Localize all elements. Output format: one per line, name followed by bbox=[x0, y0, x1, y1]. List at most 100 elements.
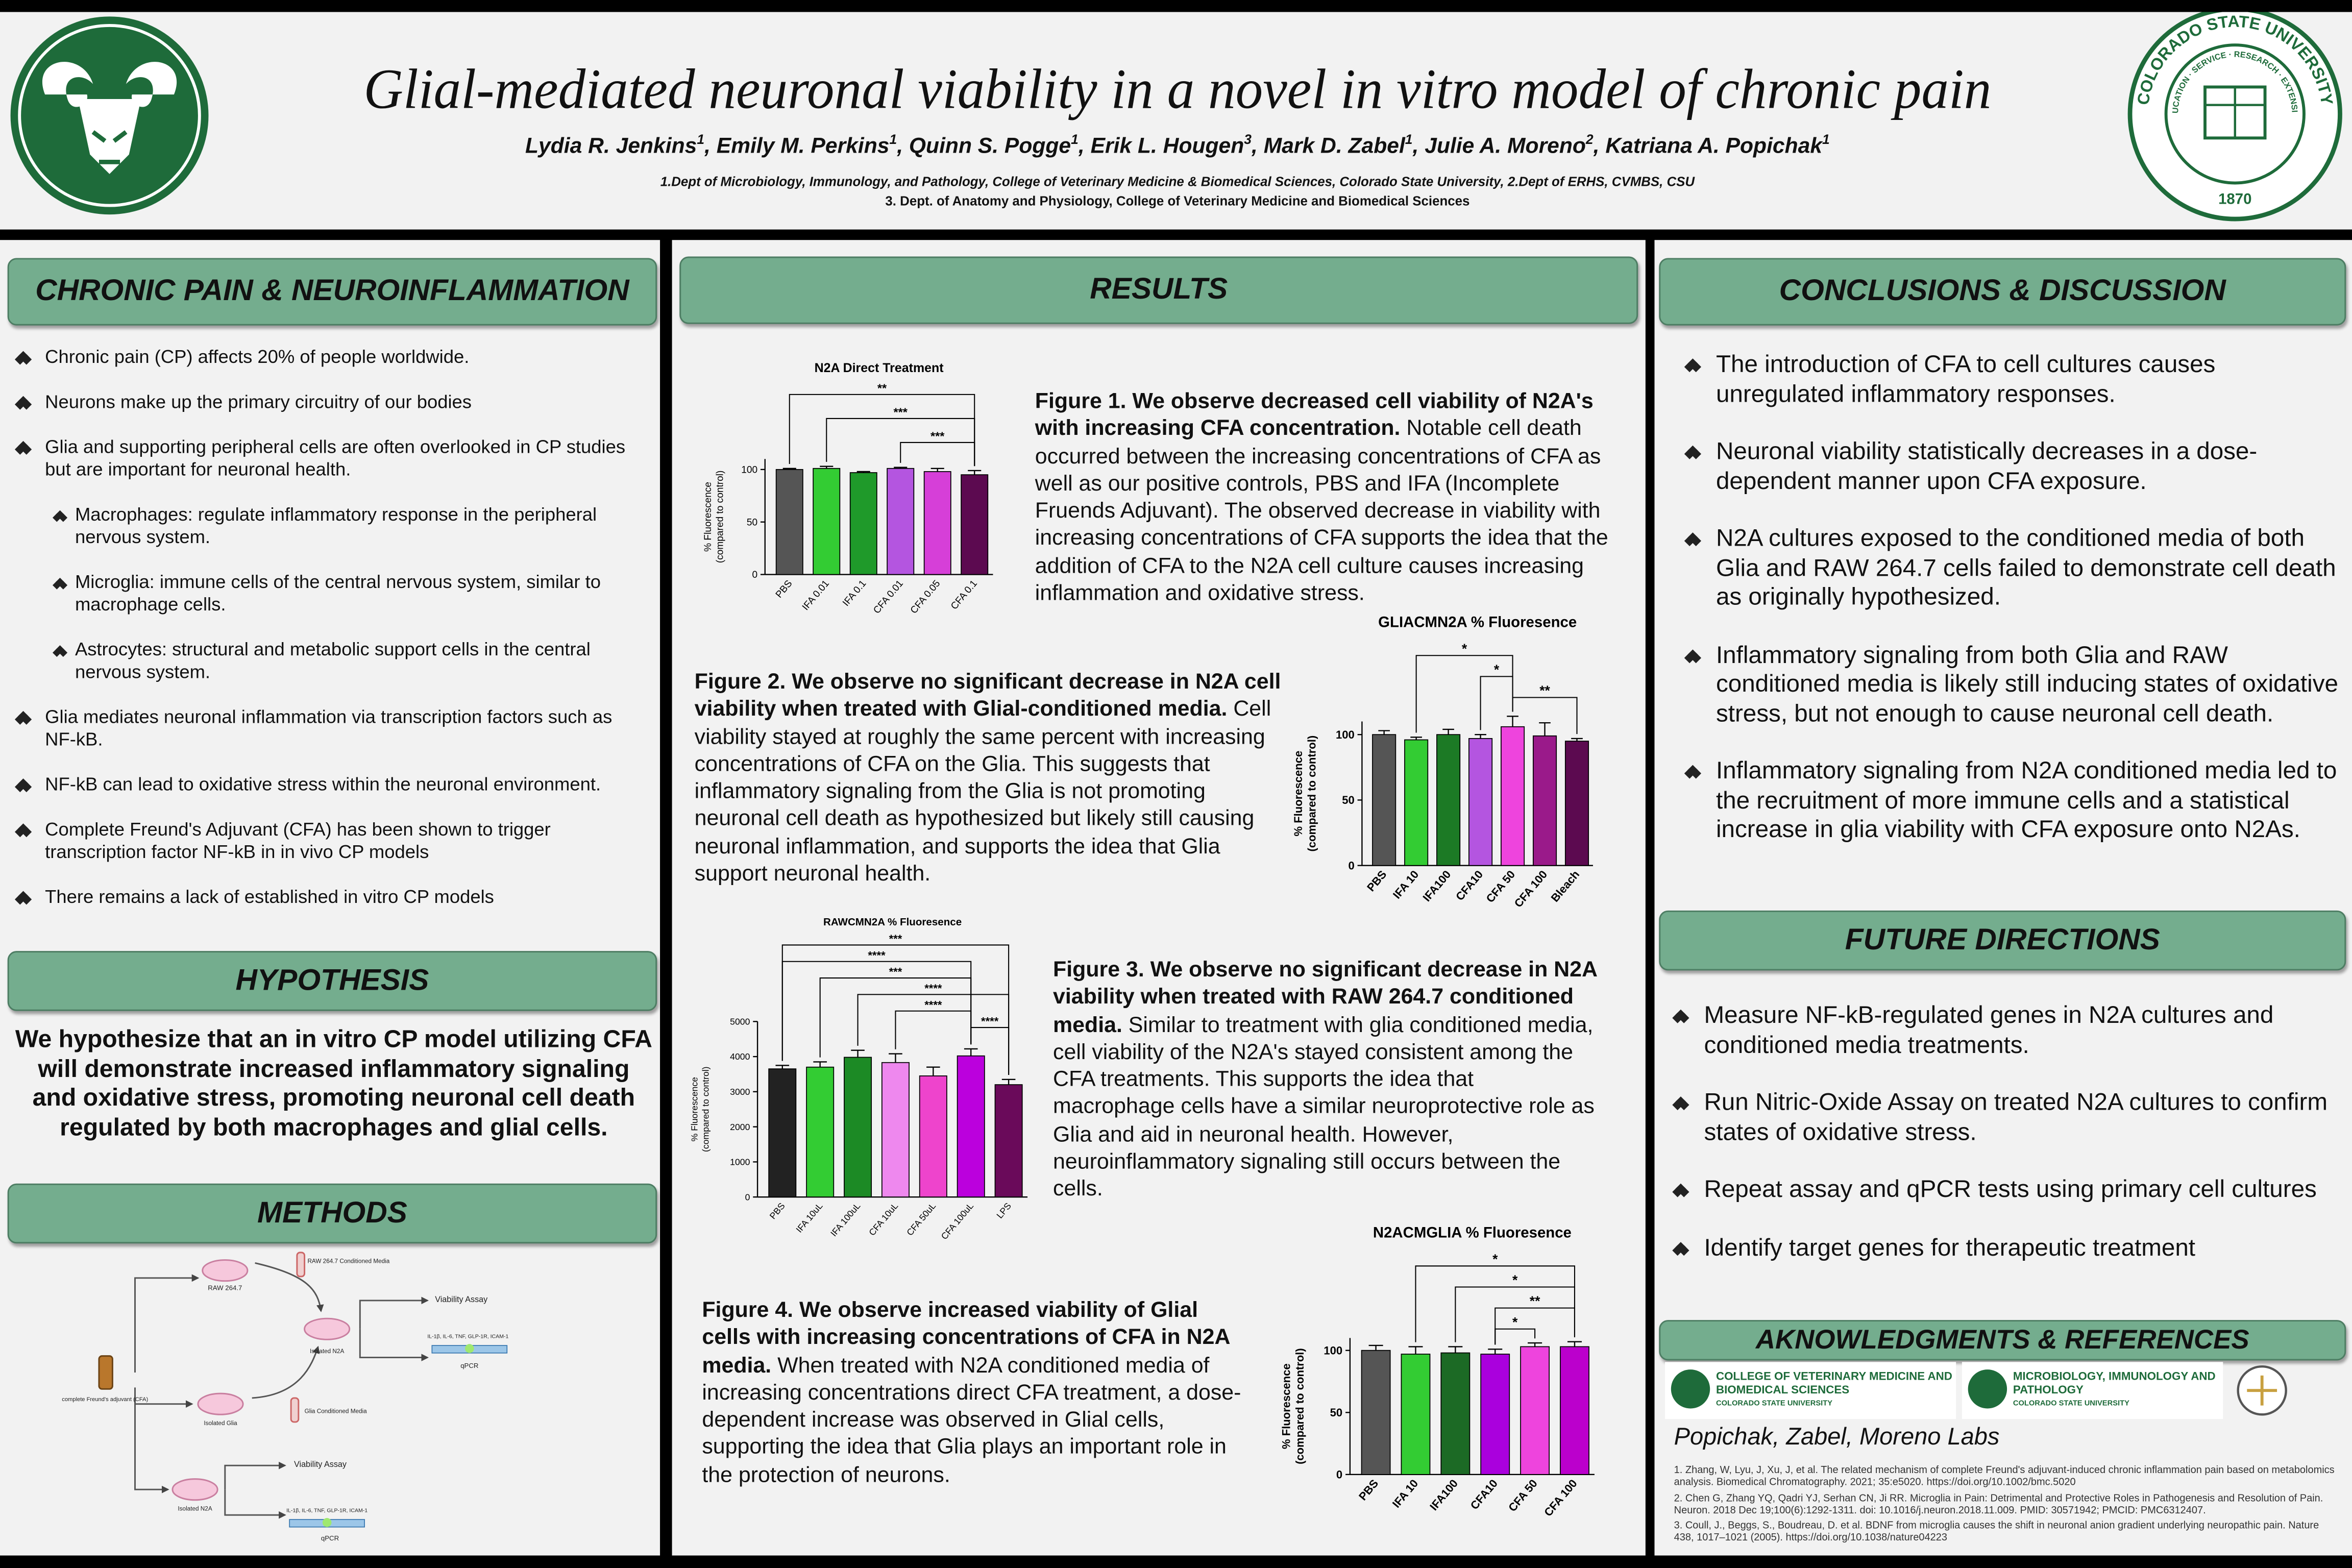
author-name: Emily M. Perkins bbox=[716, 134, 890, 159]
dish bbox=[197, 1392, 244, 1415]
author-separator: , bbox=[1252, 134, 1264, 159]
bar bbox=[1404, 739, 1429, 866]
significance-bracket bbox=[1480, 676, 1513, 730]
y-tick-label: 4000 bbox=[730, 1051, 750, 1062]
ora-logo bbox=[2237, 1365, 2287, 1416]
bar bbox=[994, 1084, 1023, 1198]
bar-chart: RAWCMN2A % Fluoresence % Fluorescence (com… bbox=[690, 916, 1028, 1241]
references: 1. Zhang, W, Lyu, J, Xu, J, et al. The r… bbox=[1674, 1465, 2337, 1549]
significance-bracket bbox=[970, 1027, 1010, 1075]
reference: 2. Chen G, Zhang YQ, Qadri YJ, Serhan CN… bbox=[1674, 1493, 2323, 1516]
bar bbox=[1361, 1350, 1391, 1475]
y-tick-label: 50 bbox=[1342, 794, 1355, 806]
caption-lead: Figure 4. We observe increased viability… bbox=[702, 1298, 1230, 1378]
author-name: Mark D. Zabel bbox=[1263, 134, 1405, 159]
caption-lead: Figure 2. We observe no significant decr… bbox=[694, 670, 1281, 722]
bar bbox=[1372, 734, 1396, 866]
bullet-list: Measure NF-kB-regulated genes in N2A cul… bbox=[1668, 1002, 2340, 1291]
y-tick-label: 50 bbox=[1330, 1406, 1343, 1419]
y-tick-label: 0 bbox=[745, 1192, 750, 1202]
bullet: Complete Freund's Adjuvant (CFA) has bee… bbox=[9, 819, 647, 864]
bullet: N2A cultures exposed to the conditioned … bbox=[1680, 525, 2340, 613]
logo-ring bbox=[18, 24, 201, 207]
arrow bbox=[255, 1262, 324, 1312]
bar bbox=[1468, 738, 1493, 866]
x-tick-label: CFA 50uL bbox=[904, 1200, 938, 1237]
sub-bullet: Microglia: immune cells of the central n… bbox=[9, 572, 647, 617]
method-label: Viability Assay bbox=[294, 1460, 347, 1469]
significance-bracket bbox=[1494, 1307, 1576, 1345]
bar bbox=[806, 1066, 835, 1198]
y-axis-label: % Fluorescence (compared to control) bbox=[1292, 736, 1318, 852]
method-label: Glia Conditioned Media bbox=[305, 1408, 368, 1414]
arrow bbox=[134, 1274, 200, 1373]
poster-title: Glial-mediated neuronal viability in a n… bbox=[363, 58, 1992, 122]
chart-title: N2A Direct Treatment bbox=[815, 361, 944, 375]
significance-label: * bbox=[1512, 1314, 1518, 1330]
bar-chart: N2A Direct Treatment % Fluorescence (compa… bbox=[703, 361, 993, 616]
bullet: Glia and supporting peripheral cells are… bbox=[9, 436, 647, 481]
y-axis-label-line: % Fluorescence bbox=[1292, 751, 1305, 837]
x-tick-label: CFA 100 bbox=[1541, 1477, 1580, 1519]
significance-label: *** bbox=[894, 406, 908, 419]
bar bbox=[1520, 1346, 1550, 1475]
method-label: IL-1β, IL-6, TNF, GLP-1R, ICAM-1 bbox=[286, 1507, 368, 1513]
logo-circle bbox=[1671, 1369, 1710, 1409]
bullet: Inflammatory signaling from N2A conditio… bbox=[1680, 757, 2340, 845]
y-axis-label: % Fluorescence (compared to control) bbox=[690, 1066, 711, 1152]
x-tick-label: CFA 50 bbox=[1484, 868, 1518, 905]
logo-org: COLORADO STATE UNIVERSITY bbox=[1716, 1399, 1833, 1409]
x-tick-label: CFA 0.01 bbox=[871, 578, 905, 616]
reference: 3. Coull, J., Beggs, S., Boudreau, D. et… bbox=[1674, 1521, 2319, 1545]
x-tick-label: CFA 50 bbox=[1506, 1477, 1540, 1514]
dish bbox=[304, 1317, 351, 1340]
qpcr-glow bbox=[322, 1518, 332, 1527]
significance-label: *** bbox=[889, 933, 902, 945]
y-axis-label: % Fluorescence (compared to control) bbox=[1280, 1348, 1306, 1464]
header: COLORADO STATE UNIVERSITYEDUCATION · SER… bbox=[0, 12, 2352, 230]
bar bbox=[1564, 741, 1589, 866]
figure-caption: Figure 4. We observe increased viability… bbox=[702, 1297, 1250, 1489]
y-axis-label-line: % Fluorescence bbox=[703, 482, 714, 552]
x-tick-label: CFA 0.05 bbox=[909, 578, 943, 616]
significance-label: *** bbox=[930, 430, 945, 443]
bar bbox=[881, 1062, 910, 1198]
chart-title: GLIACMN2A % Fluoresence bbox=[1378, 614, 1577, 630]
method-label: Isolated N2A bbox=[310, 1348, 344, 1355]
x-tick-label: CFA10 bbox=[1453, 868, 1485, 903]
section-header: HYPOTHESIS bbox=[7, 951, 657, 1011]
x-tick-label: Bleach bbox=[1549, 868, 1582, 904]
x-tick-label: CFA 100 bbox=[1512, 868, 1550, 910]
caption-body: Similar to treatment with glia condition… bbox=[1053, 1013, 1595, 1203]
author-affiliation: 1 bbox=[889, 132, 897, 148]
y-axis-label-line: (compared to control) bbox=[1305, 736, 1318, 852]
logo-text: COLLEGE OF VETERINARY MEDICINE AND BIOME… bbox=[1716, 1369, 1952, 1396]
figure-caption: Figure 3. We observe no significant decr… bbox=[1053, 957, 1601, 1204]
bar bbox=[1440, 1352, 1471, 1475]
ram-features bbox=[91, 130, 128, 164]
chart-title: RAWCMN2A % Fluoresence bbox=[823, 916, 962, 928]
logo-mark bbox=[1968, 1369, 2007, 1409]
bar-chart: GLIACMN2A % Fluoresence % Fluorescence (co… bbox=[1292, 614, 1593, 910]
y-tick-label: 0 bbox=[752, 570, 757, 580]
logo-circle bbox=[1968, 1369, 2007, 1409]
section-header: RESULTS bbox=[679, 256, 1638, 324]
bullet: Repeat assay and qPCR tests using primar… bbox=[1668, 1176, 2340, 1205]
x-tick-label: IFA 10uL bbox=[794, 1200, 825, 1234]
bullet: Chronic pain (CP) affects 20% of people … bbox=[9, 347, 647, 369]
x-tick-label: IFA100 bbox=[1427, 1477, 1460, 1513]
logo-box: MICROBIOLOGY, IMMUNOLOGY AND PATHOLOGY C… bbox=[1962, 1362, 2223, 1419]
reference: 1. Zhang, W, Lyu, J, Xu, J, et al. The r… bbox=[1674, 1465, 2335, 1489]
section-header: AKNOWLEDGMENTS & REFERENCES bbox=[1659, 1320, 2346, 1361]
figure-caption: Figure 2. We observe no significant decr… bbox=[695, 669, 1283, 889]
bullet: Inflammatory signaling from both Glia an… bbox=[1680, 641, 2340, 729]
bar bbox=[849, 472, 877, 575]
bar bbox=[1532, 735, 1557, 866]
university-seal bbox=[2127, 12, 2342, 222]
ram-logo bbox=[10, 16, 209, 215]
tube bbox=[296, 1252, 306, 1278]
caption-body: When treated with N2A conditioned media … bbox=[702, 1354, 1241, 1488]
bullet: Measure NF-kB-regulated genes in N2A cul… bbox=[1668, 1002, 2340, 1061]
seal-shield-lines bbox=[2205, 87, 2265, 138]
